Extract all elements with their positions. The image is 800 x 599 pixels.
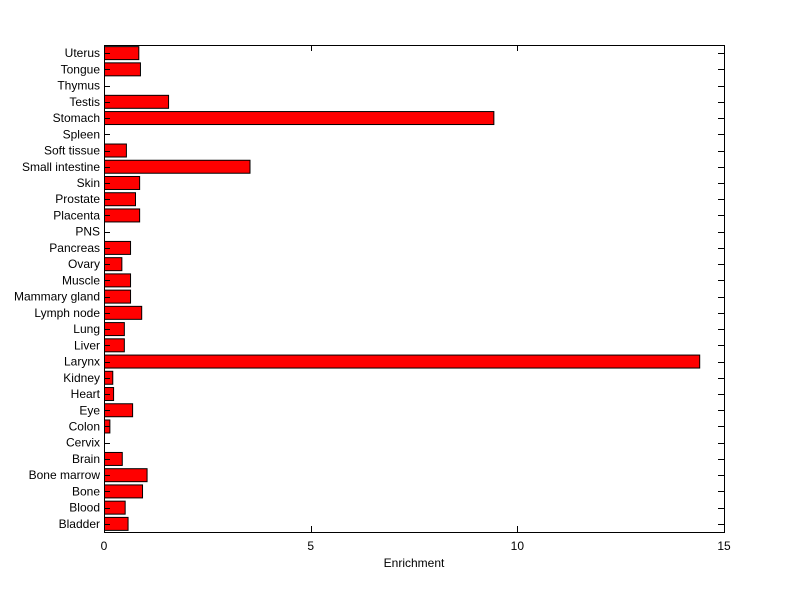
x-axis-label: Enrichment xyxy=(384,556,445,570)
x-tick-label: 0 xyxy=(101,539,108,553)
category-label: Prostate xyxy=(55,192,100,206)
category-label: Heart xyxy=(71,387,101,401)
category-label: Lung xyxy=(73,322,100,336)
category-label: Pancreas xyxy=(49,241,100,255)
category-label: Bone xyxy=(72,484,100,498)
category-label: Thymus xyxy=(57,79,100,93)
bars-group xyxy=(104,46,701,531)
bar-bone xyxy=(104,484,144,499)
category-label: Brain xyxy=(72,452,100,466)
category-label: Stomach xyxy=(53,111,100,125)
category-label: Bone marrow xyxy=(29,468,101,482)
category-label: Ovary xyxy=(68,257,100,271)
category-label: Kidney xyxy=(63,371,100,385)
bar-pancreas xyxy=(104,240,132,255)
bar-larynx xyxy=(104,354,701,369)
category-label: Larynx xyxy=(64,355,100,369)
category-label: Colon xyxy=(69,419,100,433)
category-label: Muscle xyxy=(62,273,100,287)
bar-testis xyxy=(104,94,170,109)
bar-lymph-node xyxy=(104,305,143,320)
bar-blood xyxy=(104,500,126,515)
category-label: Bladder xyxy=(59,517,100,531)
bar-skin xyxy=(104,175,141,190)
category-label: Placenta xyxy=(53,208,100,222)
category-label: Blood xyxy=(69,501,100,515)
bar-stomach xyxy=(104,111,495,126)
bar-bone-marrow xyxy=(104,468,148,483)
category-label: Eye xyxy=(79,403,100,417)
x-ticks: 0 5 10 15 xyxy=(101,45,731,553)
category-label: Liver xyxy=(74,338,100,352)
x-tick-label: 15 xyxy=(717,539,731,553)
bar-brain xyxy=(104,451,123,466)
category-label: Testis xyxy=(69,95,100,109)
category-label: Small intestine xyxy=(22,160,100,174)
x-tick-label: 5 xyxy=(307,539,314,553)
category-label: Tongue xyxy=(61,62,101,76)
category-label: Spleen xyxy=(63,127,100,141)
category-label: Uterus xyxy=(65,46,100,60)
category-label: Mammary gland xyxy=(14,290,100,304)
category-label: Soft tissue xyxy=(44,144,100,158)
bar-small-intestine xyxy=(104,159,251,174)
bar-bladder xyxy=(104,516,129,531)
x-tick-label: 10 xyxy=(511,539,525,553)
category-labels: Bladder Blood Bone Bone marrow Brain Cervix Co… xyxy=(14,46,101,531)
axes-frame xyxy=(104,45,725,533)
bar-mammary-gland xyxy=(104,289,132,304)
category-label: Lymph node xyxy=(34,306,100,320)
bar-kidney xyxy=(104,370,114,385)
category-label: PNS xyxy=(75,225,100,239)
category-label: Cervix xyxy=(66,436,100,450)
category-label: Skin xyxy=(77,176,100,190)
bar-soft-tissue xyxy=(104,143,127,158)
